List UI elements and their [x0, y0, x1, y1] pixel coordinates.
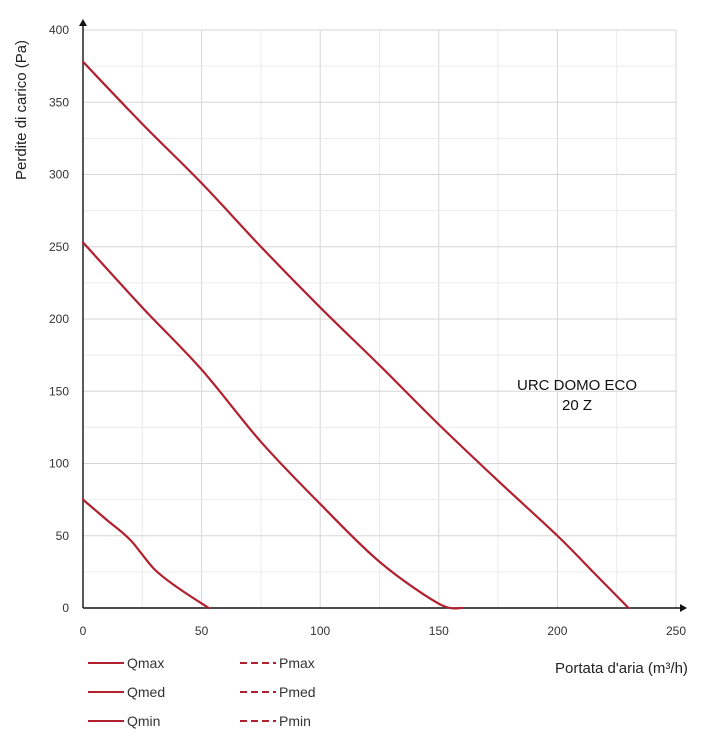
tick-labels: 0 50 100 150 200 250 0 50 100 150 200 250 300 350 400 — [49, 23, 686, 638]
series-line-qmax — [81, 60, 630, 610]
legend-label-qmed: Qmed — [127, 684, 165, 700]
x-tick-label: 200 — [547, 624, 567, 638]
y-tick-label: 250 — [49, 240, 69, 254]
y-tick-label: 150 — [49, 384, 69, 398]
y-tick-label: 400 — [49, 23, 69, 37]
x-tick-label: 250 — [666, 624, 686, 638]
y-axis-title: Perdite di carico (Pa) — [13, 40, 30, 180]
x-axis-arrow — [680, 604, 687, 612]
x-tick-label: 0 — [80, 624, 87, 638]
y-tick-label: 0 — [62, 601, 69, 615]
model-annotation-line-1: URC DOMO ECO — [517, 377, 637, 394]
y-axis-arrow — [79, 19, 87, 26]
axes — [79, 19, 687, 612]
legend-label-pmed: Pmed — [279, 684, 316, 700]
model-annotation-line-2: 20 Z — [562, 397, 592, 414]
x-tick-label: 50 — [195, 624, 209, 638]
x-axis-title: Portata d'aria (m³/h) — [555, 660, 688, 677]
legend-label-pmin: Pmin — [279, 713, 311, 729]
y-tick-label: 100 — [49, 457, 69, 471]
legend-label-qmax: Qmax — [127, 655, 164, 671]
series-lines — [81, 60, 630, 610]
series-line-qmin — [81, 498, 210, 610]
y-tick-label: 300 — [49, 168, 69, 182]
y-tick-label: 350 — [49, 95, 69, 109]
series-line-qmed — [81, 241, 464, 610]
legend-label-qmin: Qmin — [127, 713, 160, 729]
legend: Qmax Pmax Qmed Pmed Qmin Pmin — [88, 655, 316, 729]
grid — [82, 29, 677, 609]
legend-label-pmax: Pmax — [279, 655, 315, 671]
y-tick-label: 50 — [56, 529, 70, 543]
y-tick-label: 200 — [49, 312, 69, 326]
x-tick-label: 150 — [429, 624, 449, 638]
x-tick-label: 100 — [310, 624, 330, 638]
